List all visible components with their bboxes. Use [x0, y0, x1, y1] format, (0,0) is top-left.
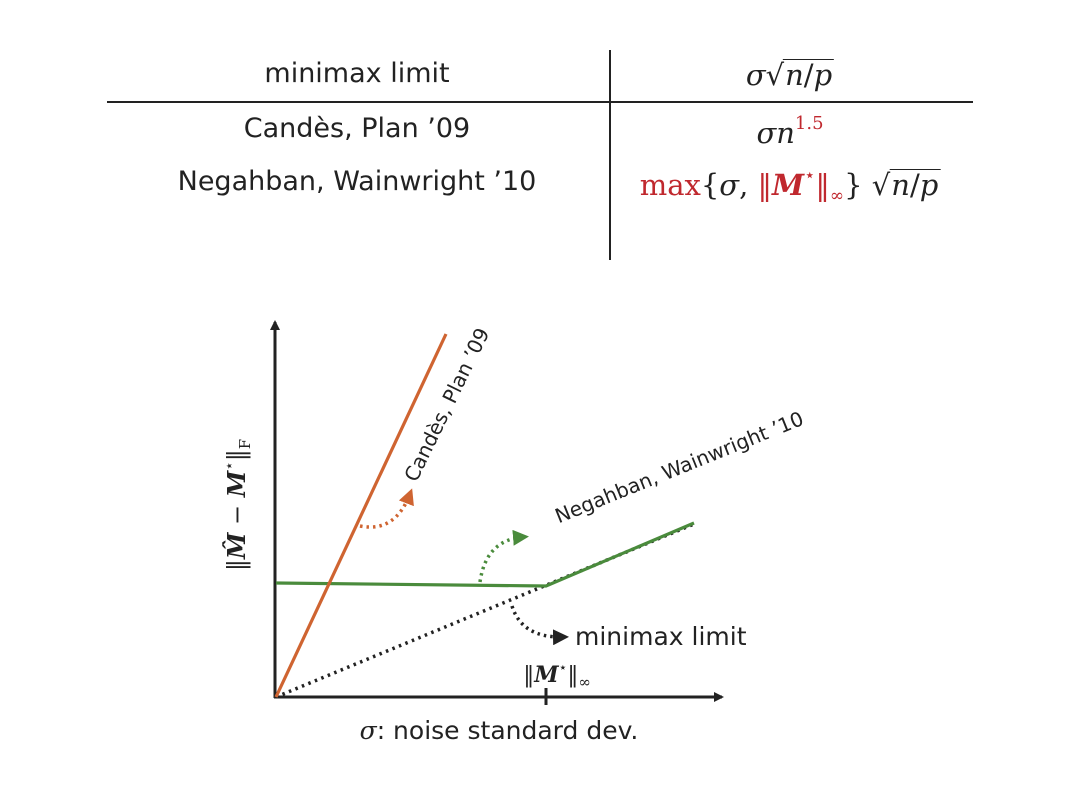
row-negahban-rate: max{σ, ‖M⋆‖∞} √n/p — [639, 165, 941, 206]
row-negahban-label: Negahban, Wainwright ’10 — [177, 166, 537, 197]
candes-plan-line — [274, 333, 448, 698]
x-tick-label: ‖M⋆‖∞ — [523, 660, 591, 691]
comparison-table: minimax limit σ√n/p Candès, Plan ’09 σn1… — [0, 0, 1080, 270]
row-candes-label: Candès, Plan ’09 — [243, 113, 471, 144]
minimax-limit-line — [275, 522, 695, 699]
table-column-rule — [609, 50, 611, 260]
y-axis-label: ‖M̂ − M⋆‖F — [220, 438, 254, 572]
x-axis-label: σ: noise standard dev. — [359, 716, 639, 745]
minimax-limit-arrow — [510, 605, 569, 646]
negahban-wainwright-curve — [275, 521, 695, 588]
table-header-rule — [107, 101, 973, 103]
negahban-wainwright-arrow — [478, 529, 529, 583]
header-minimax-label: minimax limit — [264, 58, 450, 89]
minimax-limit-label: minimax limit — [575, 622, 747, 651]
header-minimax-rate: σ√n/p — [745, 58, 835, 92]
row-candes-rate: σn1.5 — [756, 113, 824, 150]
